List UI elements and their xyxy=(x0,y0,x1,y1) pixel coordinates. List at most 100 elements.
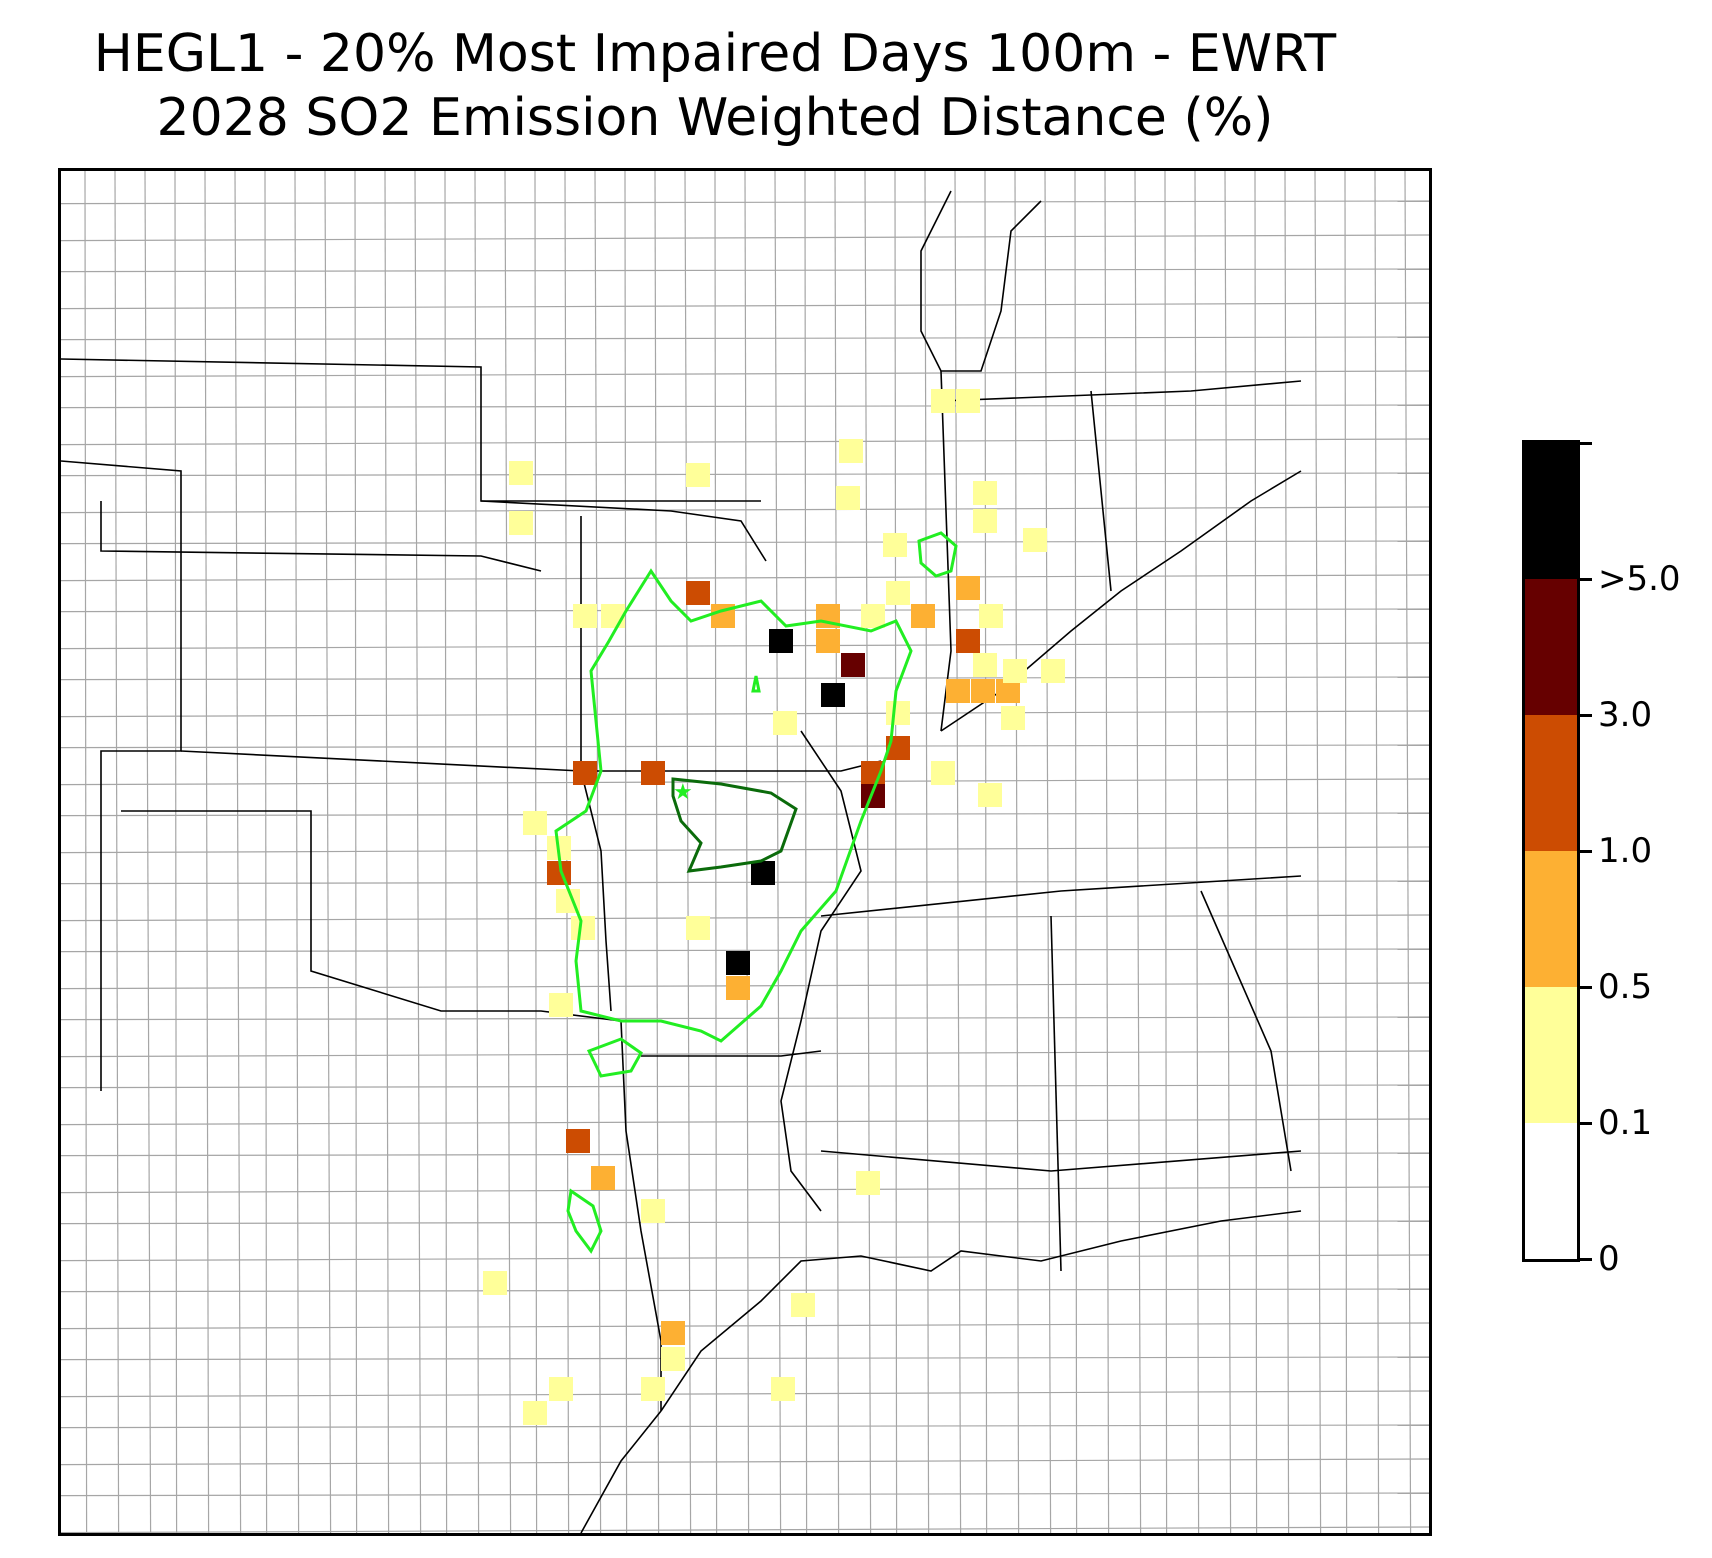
county-line xyxy=(594,171,602,1533)
county-line xyxy=(84,171,88,1533)
emission-cell xyxy=(973,481,997,505)
emission-cell xyxy=(911,604,935,628)
state-line-missouri-west xyxy=(580,516,612,1012)
emission-cell xyxy=(946,679,970,703)
state-line-michigan-south xyxy=(940,380,1302,402)
county-line xyxy=(61,1050,1429,1058)
colorbar-segment xyxy=(1525,987,1577,1123)
emission-cell xyxy=(641,761,665,785)
colorbar-tick-label: 0.5 xyxy=(1598,967,1653,1007)
emission-cell xyxy=(601,604,625,628)
colorbar-tick xyxy=(1580,1122,1592,1125)
colorbar-segment xyxy=(1525,443,1577,579)
county-line xyxy=(61,880,1429,885)
emission-cell xyxy=(956,389,980,413)
emission-cell xyxy=(661,1347,685,1371)
star-icon: ★ xyxy=(673,780,693,805)
emission-cell xyxy=(931,761,955,785)
colorbar-segment xyxy=(1525,1123,1577,1259)
county-line xyxy=(1164,171,1168,1533)
county-line xyxy=(1284,171,1290,1533)
colorbar-tick xyxy=(1580,850,1592,853)
county-line xyxy=(61,1458,1429,1466)
colorbar-segment xyxy=(1525,579,1577,715)
emission-cell xyxy=(841,653,865,677)
county-line xyxy=(1224,171,1232,1533)
emission-cell xyxy=(686,463,710,487)
county-line xyxy=(61,1254,1429,1262)
county-line xyxy=(61,846,1429,854)
emission-cells xyxy=(483,389,1065,1425)
state-boundaries xyxy=(61,190,1302,1533)
county-line xyxy=(61,710,1429,718)
county-line xyxy=(61,1356,1429,1361)
state-line-illinois-indiana xyxy=(940,370,952,732)
emission-cell xyxy=(886,581,910,605)
colorbar-tick xyxy=(1580,714,1592,717)
state-line-ms-al xyxy=(1050,915,1062,1272)
county-line xyxy=(1314,171,1322,1533)
colorbar-segment xyxy=(1525,715,1577,851)
county-line xyxy=(1404,171,1412,1533)
contour-drop xyxy=(751,675,761,693)
mississippi-river xyxy=(780,730,862,1212)
map-title-line-2: 2028 SO2 Emission Weighted Distance (%) xyxy=(156,88,1274,148)
county-line xyxy=(804,171,808,1533)
state-line-kansas-north xyxy=(100,501,542,572)
emission-cell xyxy=(641,1377,665,1401)
contour-outer xyxy=(554,568,913,1043)
emission-cell xyxy=(769,629,793,653)
colorbar-tick-label: 1.0 xyxy=(1598,831,1653,871)
county-line xyxy=(61,472,1429,477)
emission-cell xyxy=(791,1293,815,1317)
county-line xyxy=(61,1492,1429,1497)
contour-inner xyxy=(671,777,798,873)
state-line-iowa-south xyxy=(480,500,767,562)
emission-cell xyxy=(956,629,980,653)
contour-small-3 xyxy=(566,1188,603,1254)
county-line xyxy=(61,1390,1429,1398)
emission-cell xyxy=(591,1166,615,1190)
county-line xyxy=(61,540,1429,545)
colorbar-tick-label: 0.1 xyxy=(1598,1103,1653,1143)
county-line xyxy=(61,608,1429,613)
county-line xyxy=(984,171,988,1533)
colorbar-tick xyxy=(1580,986,1592,989)
emission-cell xyxy=(686,581,710,605)
county-line xyxy=(834,171,840,1533)
contour-small-2 xyxy=(586,1037,643,1078)
colorbar-tick xyxy=(1580,578,1592,581)
county-line xyxy=(264,171,268,1533)
county-line xyxy=(61,1186,1429,1194)
county-line xyxy=(294,171,300,1533)
site-marker-group: ★ xyxy=(673,780,693,805)
emission-cell xyxy=(816,629,840,653)
county-line xyxy=(61,1220,1429,1225)
emission-cell xyxy=(509,511,533,535)
county-line xyxy=(114,171,120,1533)
colorbar-tick xyxy=(1580,1258,1592,1261)
county-line xyxy=(924,171,930,1533)
emission-cell xyxy=(661,1321,685,1345)
county-line xyxy=(954,171,962,1533)
map-panel[interactable]: ★ xyxy=(58,168,1432,1536)
contours xyxy=(554,531,958,1254)
emission-cell xyxy=(973,653,997,677)
emission-cell xyxy=(686,916,710,940)
emission-cell xyxy=(861,604,885,628)
state-line-north xyxy=(61,358,761,502)
county-line xyxy=(624,171,628,1533)
county-line xyxy=(444,171,448,1533)
emission-cell xyxy=(1041,659,1065,683)
county-line xyxy=(61,778,1429,786)
emission-cell xyxy=(566,1129,590,1153)
county-line xyxy=(1104,171,1110,1533)
state-line-kansas-south xyxy=(180,750,882,772)
county-line xyxy=(61,506,1429,514)
county-line xyxy=(1044,171,1052,1533)
county-line xyxy=(204,171,210,1533)
colorbar xyxy=(1522,440,1580,1262)
emission-cell xyxy=(978,783,1002,807)
county-line xyxy=(61,1424,1429,1429)
county-line xyxy=(714,171,718,1533)
